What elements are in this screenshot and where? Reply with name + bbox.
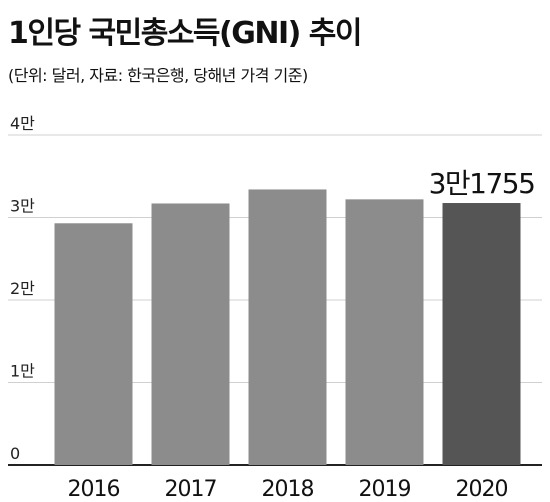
y-tick-label: 2만 — [10, 279, 35, 298]
bar — [345, 199, 424, 465]
bar — [54, 223, 133, 465]
bar — [248, 189, 327, 465]
y-tick-label: 0 — [10, 444, 20, 463]
chart-title: 1인당 국민총소득(GNI) 추이 — [8, 16, 362, 51]
x-tick-label: 2019 — [359, 477, 411, 502]
bar — [151, 203, 230, 465]
x-tick-label: 2016 — [68, 477, 120, 502]
x-tick-label: 2018 — [262, 477, 314, 502]
data-label: 3만1755 — [429, 167, 535, 200]
bars — [54, 189, 521, 466]
x-tick-label: 2017 — [165, 477, 217, 502]
chart-subtitle: (단위: 달러, 자료: 한국은행, 당해년 가격 기준) — [8, 66, 308, 85]
y-tick-label: 4만 — [10, 114, 35, 133]
x-tick-label: 2020 — [456, 477, 508, 502]
labels: 0 1만 2만 3만 4만 2016 2017 2018 2019 2020 3만1755 — [10, 114, 536, 502]
bar — [442, 203, 521, 466]
y-tick-label: 3만 — [10, 197, 35, 216]
y-tick-label: 1만 — [10, 362, 35, 381]
